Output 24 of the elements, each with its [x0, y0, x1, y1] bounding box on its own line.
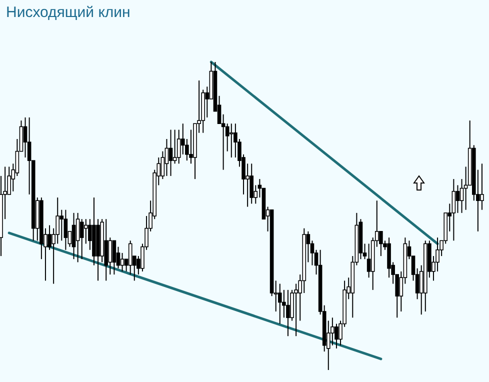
- candlestick: [164, 138, 169, 176]
- candlestick: [460, 178, 464, 214]
- candlestick: [112, 240, 116, 276]
- candlestick: [76, 212, 80, 263]
- candlestick: [172, 129, 177, 164]
- chart-title: Нисходящий клин: [6, 4, 130, 21]
- candlestick: [168, 129, 173, 176]
- candlestick: [128, 240, 132, 276]
- candlestick: [120, 252, 124, 272]
- candlestick: [72, 212, 76, 260]
- candlestick: [229, 123, 234, 158]
- candlestick: [108, 237, 112, 276]
- candlestick: [64, 209, 68, 250]
- candlestick: [80, 218, 84, 260]
- candlestick: [294, 283, 298, 337]
- candlestick: [278, 283, 282, 324]
- candlestick: [452, 178, 456, 242]
- candlestick: [480, 163, 484, 210]
- candlestick: [456, 184, 460, 214]
- candlestick: [286, 289, 290, 337]
- candlestick: [366, 243, 371, 278]
- candlestick: [23, 116, 28, 158]
- candlestick: [84, 218, 88, 244]
- candlestick: [250, 163, 254, 204]
